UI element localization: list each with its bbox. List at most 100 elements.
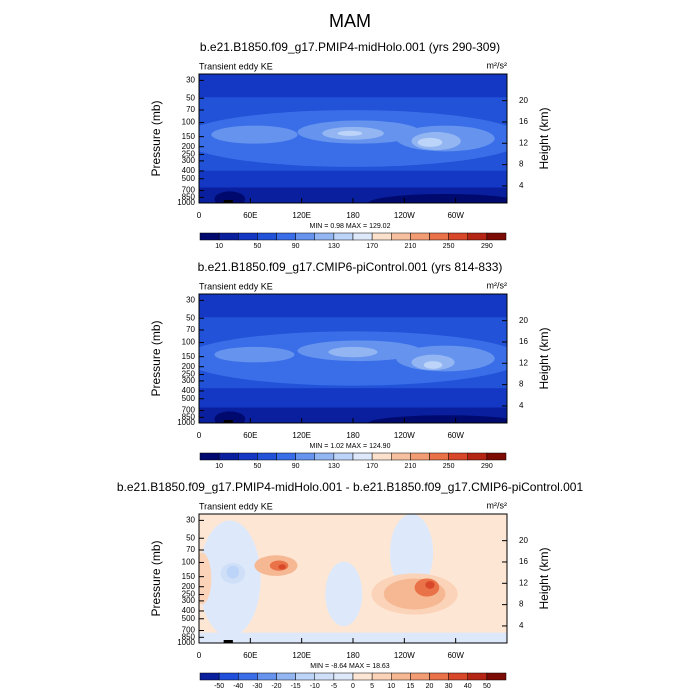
colorbar-label: 210: [405, 243, 417, 250]
y2-tick-label: 4: [519, 401, 524, 410]
y2-tick-label: 8: [519, 380, 524, 389]
contour-region: [226, 565, 240, 579]
y-tick-label: 70: [186, 105, 195, 114]
colorbar-box: [429, 452, 449, 461]
colorbar-box: [410, 232, 430, 241]
y-tick-label: 300: [182, 596, 196, 605]
y-axis-label: Pressure (mb): [149, 540, 163, 616]
colorbar-box: [333, 452, 354, 461]
colorbar-box: [333, 232, 354, 241]
colorbar-label: -10: [310, 683, 320, 690]
units: m²/s²: [487, 280, 508, 290]
colorbar-box: [410, 452, 430, 461]
colorbar-label: -40: [233, 683, 243, 690]
colorbar-label: 290: [481, 243, 493, 250]
topography: [223, 640, 233, 643]
x-tick-label: 120E: [292, 651, 311, 660]
colorbar-box: [429, 232, 449, 241]
colorbar-box: [429, 672, 449, 681]
colorbar-box: [218, 452, 239, 461]
y-tick-label: 400: [182, 166, 196, 175]
min-max-part: -8.64: [331, 663, 347, 670]
colorbar-box: [218, 672, 239, 681]
y-tick-label: 500: [182, 614, 196, 623]
colorbar-label: -50: [214, 683, 224, 690]
contour-field: [199, 514, 507, 643]
y2-tick-label: 12: [519, 578, 528, 587]
x-tick-label: 60W: [447, 651, 464, 660]
min-max-part: MIN =: [310, 443, 329, 450]
colorbar-box: [352, 232, 373, 241]
topography: [223, 420, 233, 423]
y-tick-label: 1000: [177, 638, 195, 647]
y-tick-label: 50: [186, 533, 195, 542]
contour-region: [368, 415, 507, 423]
y-tick-label: 200: [182, 142, 196, 151]
colorbar-box: [486, 232, 507, 241]
contour-region: [214, 411, 246, 423]
colorbar-label: -5: [331, 683, 337, 690]
y-tick-label: 50: [186, 313, 195, 322]
colorbar-label: 5: [370, 683, 374, 690]
x-tick-label: 120W: [394, 211, 415, 220]
colorbar-label: 50: [483, 683, 491, 690]
colorbar-label: 90: [292, 243, 300, 250]
colorbar-box: [467, 672, 488, 681]
y-axis-label: Pressure (mb): [149, 100, 163, 176]
x-tick-label: 0: [197, 211, 202, 220]
colorbar-label: 130: [328, 463, 340, 470]
colorbar-label: 50: [253, 463, 261, 470]
colorbar-box: [391, 232, 411, 241]
y-tick-label: 300: [182, 376, 196, 385]
colorbar-box: [314, 672, 335, 681]
x-tick-label: 120W: [394, 651, 415, 660]
y2-tick-label: 20: [519, 96, 528, 105]
colorbar-box: [371, 232, 392, 241]
min-max-part: MAX =: [349, 663, 370, 670]
y2-tick-label: 20: [519, 316, 528, 325]
y-tick-label: 250: [182, 370, 196, 379]
contour-field: [199, 74, 507, 203]
colorbar-label: 20: [426, 683, 434, 690]
x-tick-label: 120E: [292, 431, 311, 440]
contour-region: [199, 552, 212, 605]
y-tick-label: 700: [182, 626, 196, 635]
y-tick-label: 200: [182, 362, 196, 371]
x-tick-label: 180: [346, 211, 360, 220]
figure-title: MAM: [329, 11, 371, 31]
y-tick-label: 400: [182, 606, 196, 615]
y-tick-label: 1000: [177, 418, 195, 427]
colorbar-box: [371, 672, 392, 681]
y-tick-label: 50: [186, 93, 195, 102]
y-tick-label: 150: [182, 352, 196, 361]
min-max-part: MAX =: [346, 223, 367, 230]
subtitle: Transient eddy KE: [199, 61, 273, 71]
y2-axis-label: Height (km): [537, 547, 551, 609]
colorbar-box: [238, 452, 258, 461]
colorbar-box: [314, 452, 335, 461]
colorbar-label: 90: [292, 463, 300, 470]
colorbar-box: [448, 232, 468, 241]
colorbar-label: 290: [481, 463, 493, 470]
min-max-part: 0.98: [330, 223, 344, 230]
y-tick-label: 300: [182, 156, 196, 165]
y2-tick-label: 12: [519, 358, 528, 367]
y2-tick-label: 8: [519, 160, 524, 169]
y2-tick-label: 4: [519, 621, 524, 630]
y-tick-label: 70: [186, 325, 195, 334]
y-tick-label: 850: [182, 632, 196, 641]
min-max-part: MIN =: [310, 223, 329, 230]
colorbar-box: [467, 452, 488, 461]
x-tick-label: 0: [197, 431, 202, 440]
colorbar-box: [257, 452, 277, 461]
colorbar-box: [410, 672, 430, 681]
colorbar-box: [352, 452, 373, 461]
y-tick-label: 200: [182, 582, 196, 591]
y-tick-label: 250: [182, 590, 196, 599]
y-tick-label: 100: [182, 118, 196, 127]
y-tick-label: 400: [182, 386, 196, 395]
y-tick-label: 100: [182, 558, 196, 567]
colorbar-box: [486, 452, 507, 461]
contour-region: [328, 346, 378, 358]
